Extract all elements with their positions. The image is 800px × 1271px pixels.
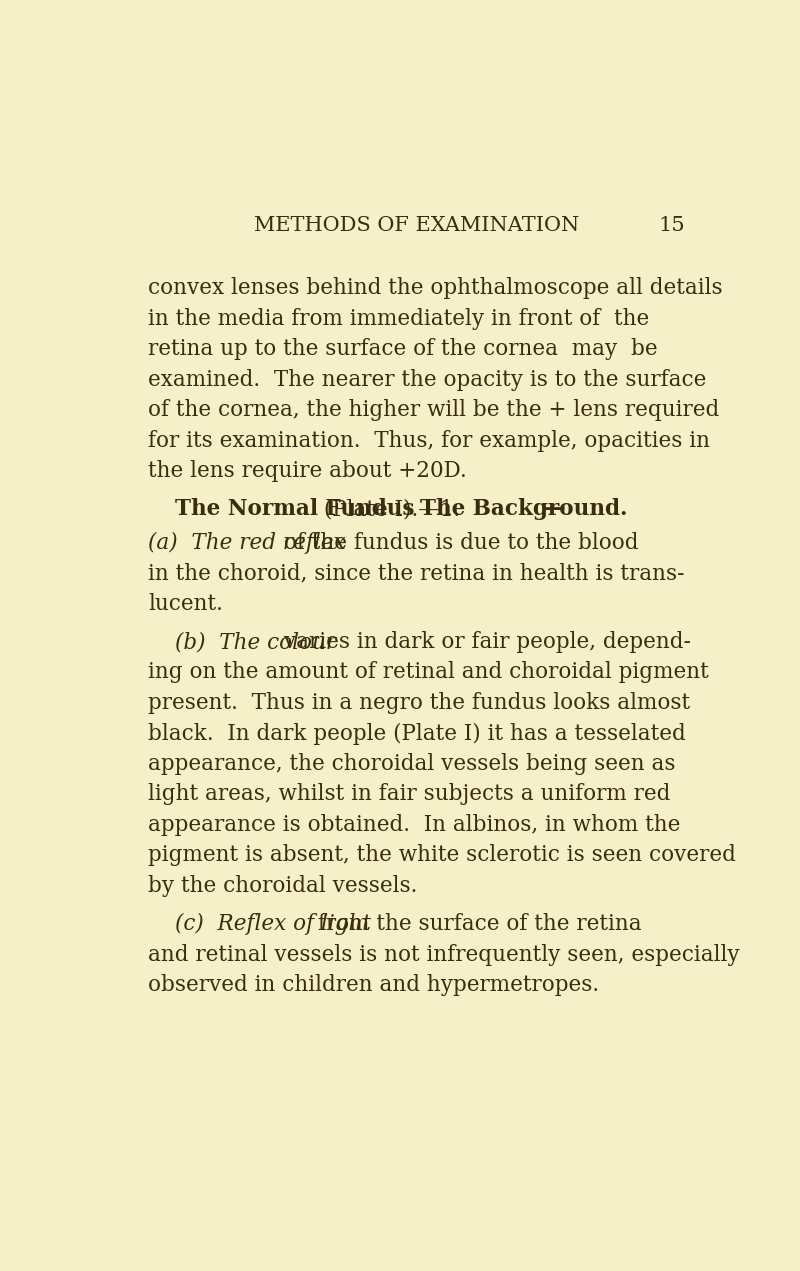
Text: lucent.: lucent. [148, 592, 223, 615]
Text: 15: 15 [658, 216, 685, 235]
Text: in the media from immediately in front of  the: in the media from immediately in front o… [148, 308, 650, 329]
Text: —: — [544, 498, 566, 520]
Text: convex lenses behind the ophthalmoscope all details: convex lenses behind the ophthalmoscope … [148, 277, 722, 299]
Text: light areas, whilst in fair subjects a uniform red: light areas, whilst in fair subjects a u… [148, 783, 670, 806]
Text: for its examination.  Thus, for example, opacities in: for its examination. Thus, for example, … [148, 430, 710, 451]
Text: (Plate I).—1.: (Plate I).—1. [317, 498, 474, 520]
Text: observed in children and hypermetropes.: observed in children and hypermetropes. [148, 974, 599, 996]
Text: (b)  The colour: (b) The colour [175, 630, 336, 653]
Text: ing on the amount of retinal and choroidal pigment: ing on the amount of retinal and choroid… [148, 661, 709, 684]
Text: varies in dark or fair people, depend-: varies in dark or fair people, depend- [277, 630, 690, 653]
Text: pigment is absent, the white sclerotic is seen covered: pigment is absent, the white sclerotic i… [148, 844, 736, 867]
Text: from the surface of the retina: from the surface of the retina [310, 913, 642, 935]
Text: of the cornea, the higher will be the + lens required: of the cornea, the higher will be the + … [148, 399, 719, 421]
Text: black.  In dark people (Plate I) it has a tesselated: black. In dark people (Plate I) it has a… [148, 722, 686, 745]
Text: appearance is obtained.  In albinos, in whom the: appearance is obtained. In albinos, in w… [148, 813, 681, 836]
Text: retina up to the surface of the cornea  may  be: retina up to the surface of the cornea m… [148, 338, 658, 360]
Text: (a)  The red reflex: (a) The red reflex [148, 531, 346, 554]
Text: of the fundus is due to the blood: of the fundus is due to the blood [277, 531, 638, 554]
Text: and retinal vessels is not infrequently seen, especially: and retinal vessels is not infrequently … [148, 943, 740, 966]
Text: present.  Thus in a negro the fundus looks almost: present. Thus in a negro the fundus look… [148, 691, 690, 714]
Text: in the choroid, since the retina in health is trans-: in the choroid, since the retina in heal… [148, 562, 685, 585]
Text: appearance, the choroidal vessels being seen as: appearance, the choroidal vessels being … [148, 752, 675, 775]
Text: The Background.: The Background. [420, 498, 627, 520]
Text: by the choroidal vessels.: by the choroidal vessels. [148, 874, 418, 897]
Text: The Normal Fundus: The Normal Fundus [175, 498, 414, 520]
Text: examined.  The nearer the opacity is to the surface: examined. The nearer the opacity is to t… [148, 369, 706, 390]
Text: METHODS OF EXAMINATION: METHODS OF EXAMINATION [254, 216, 579, 235]
Text: (c)  Reflex of light: (c) Reflex of light [175, 913, 371, 935]
Text: the lens require about +20D.: the lens require about +20D. [148, 460, 467, 482]
